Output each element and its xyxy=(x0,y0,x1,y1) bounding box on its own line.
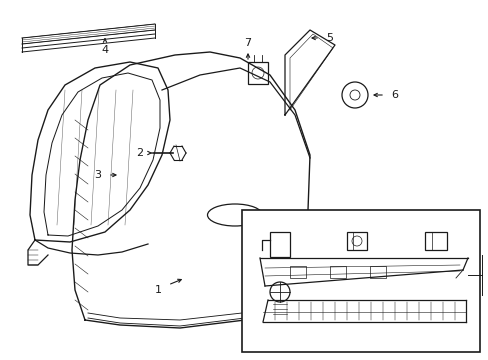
Bar xyxy=(329,266,346,278)
Bar xyxy=(369,266,385,278)
Text: 5: 5 xyxy=(326,33,333,43)
Bar xyxy=(346,232,366,250)
Text: 9: 9 xyxy=(431,217,439,227)
Text: 13: 13 xyxy=(272,319,286,329)
Text: 6: 6 xyxy=(391,90,398,100)
Bar xyxy=(247,62,267,84)
Bar xyxy=(269,232,289,257)
Text: 3: 3 xyxy=(94,170,102,180)
Text: 2: 2 xyxy=(136,148,143,158)
Text: 1: 1 xyxy=(154,285,161,295)
Bar xyxy=(424,232,446,250)
Bar xyxy=(289,266,305,278)
Bar xyxy=(242,210,479,352)
Text: 7: 7 xyxy=(244,38,251,48)
Text: 11: 11 xyxy=(272,217,286,227)
Text: 10: 10 xyxy=(349,217,363,227)
Text: 4: 4 xyxy=(101,45,108,55)
